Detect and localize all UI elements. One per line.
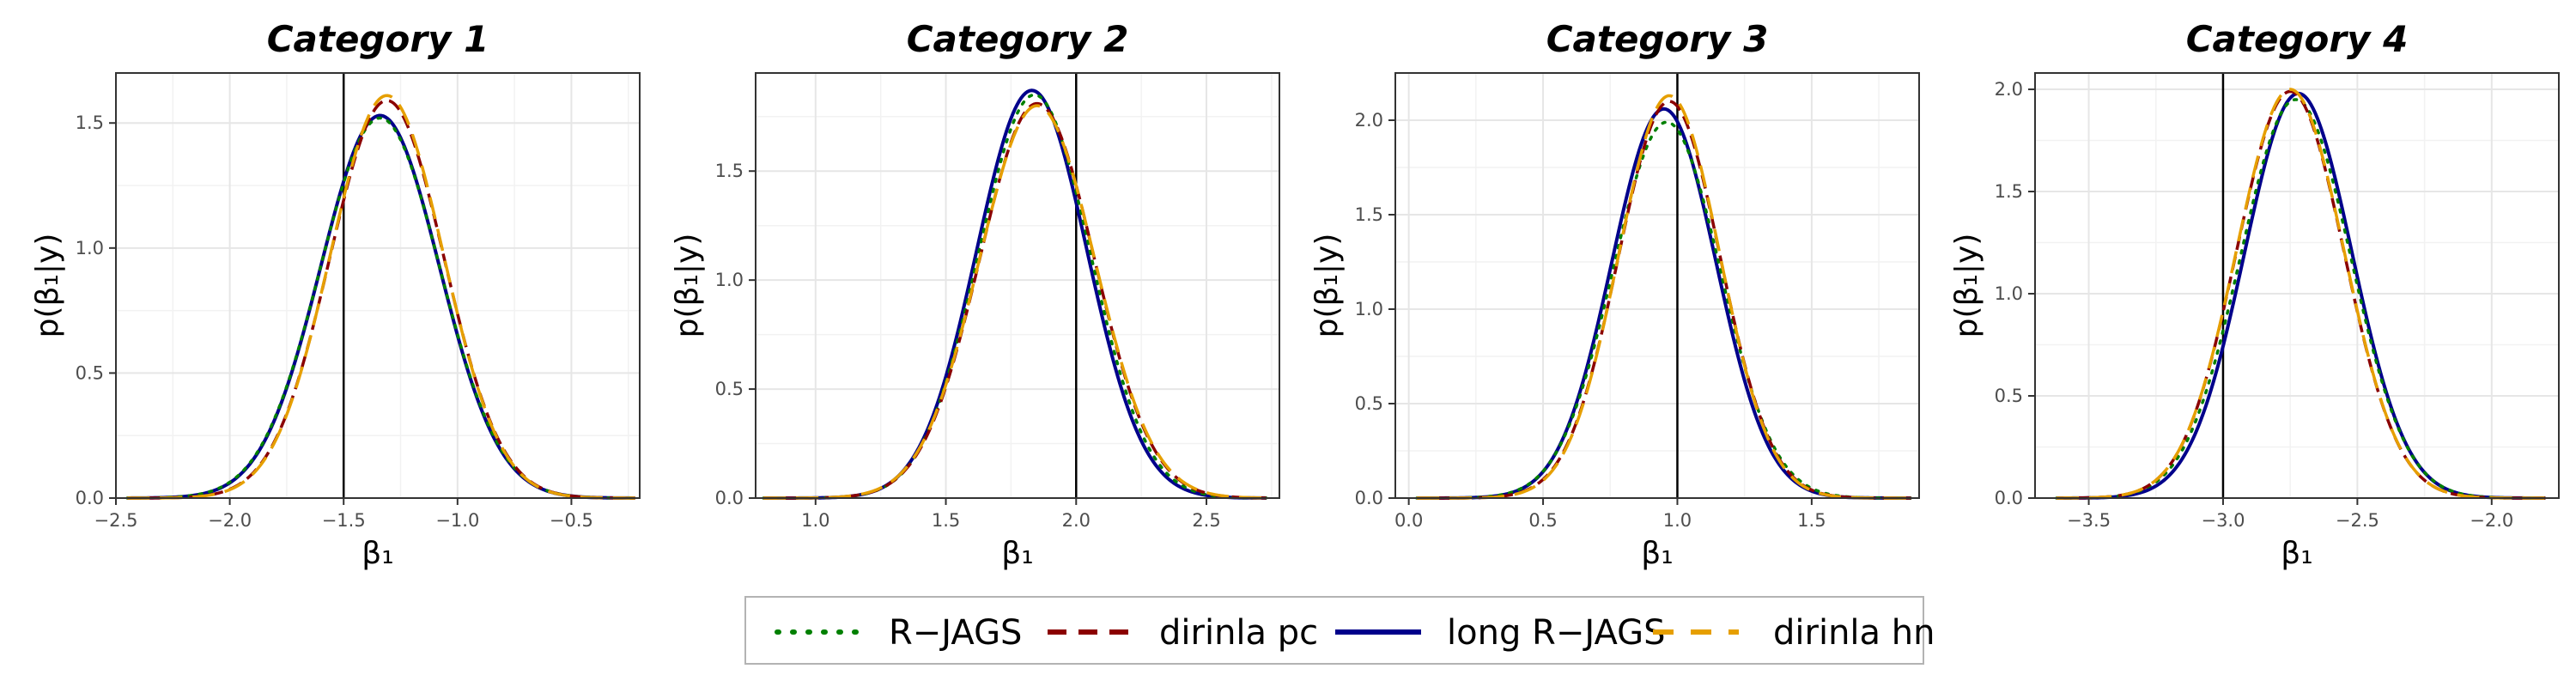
- y-tick-label: 1.0: [1355, 299, 1383, 319]
- chart-panels: −2.5 −2.0 −1.5 −1.0 −0.5 0.0 0.5 1.0 1.5 Category…: [30, 18, 2560, 571]
- chart-title: Category 1: [267, 18, 489, 60]
- y-tick-label: 1.5: [1355, 204, 1383, 225]
- chart-panel-1: −2.5 −2.0 −1.5 −1.0 −0.5 0.0 0.5 1.0 1.5 Category…: [30, 18, 641, 571]
- y-tick-label: 1.0: [1995, 283, 2023, 304]
- legend-item: dirinla hn: [1653, 613, 1935, 653]
- legend-label: long R−JAGS: [1447, 613, 1666, 653]
- x-tick-label: 1.5: [932, 510, 960, 531]
- chart-panel-3: 0.0 0.5 1.0 1.5 0.0 0.5 1.0 1.5 2.0 Category 3 β₁ p…: [1309, 18, 1920, 571]
- legend-label: R−JAGS: [889, 613, 1022, 653]
- chart-title: Category 4: [2186, 18, 2409, 60]
- y-tick-label: 1.5: [76, 112, 104, 133]
- chart-panel-4: −3.5 −3.0 −2.5 −2.0 0.0 0.5 1.0 1.5 2.0 Category …: [1949, 18, 2560, 571]
- x-tick-label: −3.5: [2067, 510, 2111, 531]
- series-line-dirinla-hn: [127, 94, 635, 500]
- plot-background: [2035, 73, 2559, 498]
- plot-border: [2034, 72, 2560, 499]
- y-tick-label: 1.5: [1995, 181, 2023, 202]
- y-tick-label: 0.5: [715, 379, 744, 399]
- y-tick-label: 1.0: [715, 270, 744, 290]
- y-tick-label: 0.5: [1995, 386, 2023, 406]
- legend-item: R−JAGS: [775, 613, 1022, 653]
- x-tick-label: −0.5: [550, 510, 593, 531]
- y-tick-label: 0.0: [1355, 488, 1383, 508]
- y-tick-label: 0.0: [1995, 488, 2023, 508]
- x-tick-label: 2.0: [1062, 510, 1091, 531]
- legend-box: [744, 596, 1924, 665]
- y-axis-label: p(β₁|y): [670, 234, 705, 338]
- plot-background: [116, 73, 640, 498]
- x-tick-label: 2.5: [1192, 510, 1220, 531]
- legend-item: dirinla pc: [1048, 613, 1318, 653]
- x-axis-label: β₁: [2281, 536, 2312, 571]
- x-axis-label: β₁: [1001, 536, 1033, 571]
- x-tick-label: −2.0: [208, 510, 252, 531]
- x-tick-label: −2.5: [94, 510, 138, 531]
- legend: R−JAGS dirinla pc long R−JAGS dirinla hn: [744, 596, 1935, 665]
- x-tick-label: −1.0: [435, 510, 479, 531]
- legend-label: dirinla pc: [1159, 613, 1318, 653]
- x-tick-label: 0.5: [1528, 510, 1557, 531]
- chart-title: Category 3: [1546, 18, 1769, 60]
- y-tick-label: 0.5: [1355, 393, 1383, 414]
- x-tick-label: 1.5: [1797, 510, 1826, 531]
- x-tick-label: −2.0: [2470, 510, 2513, 531]
- plot-background: [1395, 73, 1919, 498]
- x-tick-label: −3.0: [2201, 510, 2245, 531]
- x-axis-label: β₁: [1641, 536, 1673, 571]
- plot-background: [756, 73, 1279, 498]
- y-tick-label: 2.0: [1355, 110, 1383, 131]
- x-tick-label: −1.5: [322, 510, 366, 531]
- plot-border: [1394, 72, 1920, 499]
- legend-label: dirinla hn: [1773, 613, 1935, 653]
- y-tick-label: 2.0: [1995, 79, 2023, 100]
- x-tick-label: 1.0: [1663, 510, 1692, 531]
- y-tick-label: 0.5: [76, 362, 104, 383]
- y-axis-label: p(β₁|y): [1949, 234, 1984, 338]
- y-axis-label: p(β₁|y): [30, 234, 65, 338]
- y-tick-label: 1.0: [76, 238, 104, 258]
- y-tick-label: 0.0: [715, 488, 744, 508]
- plot-border: [115, 72, 641, 499]
- series-line-dirinla-hn: [1417, 94, 1911, 500]
- x-tick-label: 1.0: [801, 510, 829, 531]
- x-tick-label: −2.5: [2336, 510, 2379, 531]
- x-axis-label: β₁: [361, 536, 393, 571]
- plot-border: [755, 72, 1280, 499]
- chart-title: Category 2: [907, 18, 1129, 60]
- y-tick-label: 0.0: [76, 488, 104, 508]
- y-axis-label: p(β₁|y): [1309, 234, 1345, 338]
- series-line-dirinla-hn: [2057, 88, 2546, 500]
- y-tick-label: 1.5: [715, 161, 744, 181]
- x-tick-label: 0.0: [1394, 510, 1423, 531]
- chart-panel-2: 1.0 1.5 2.0 2.5 0.0 0.5 1.0 1.5 Category 2 β₁ p(β₁…: [670, 18, 1280, 571]
- series-line-dirinla-hn: [763, 104, 1267, 500]
- legend-item: long R−JAGS: [1335, 613, 1666, 653]
